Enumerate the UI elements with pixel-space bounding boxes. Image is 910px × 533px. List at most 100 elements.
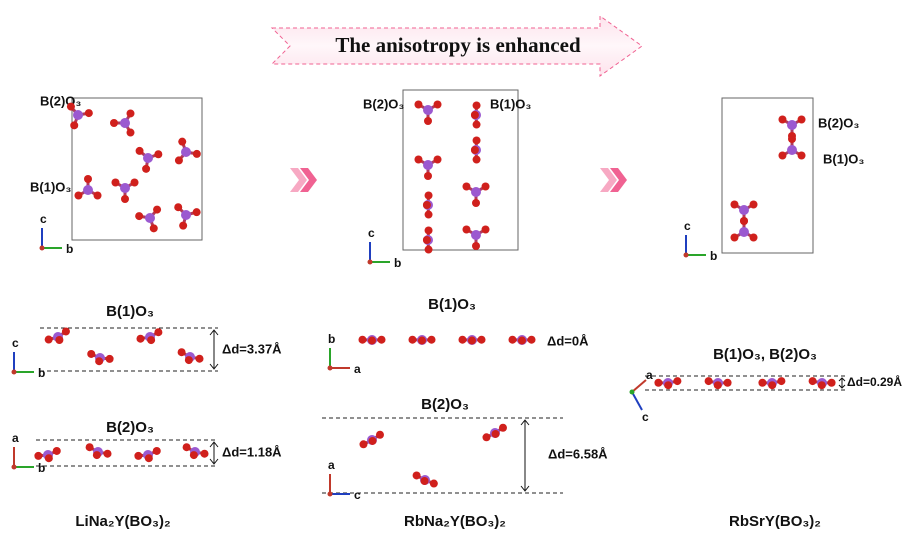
oxygen-atom [462, 182, 471, 191]
axis-label: b [38, 366, 45, 380]
oxygen-atom [126, 109, 135, 118]
axis-label: b [66, 242, 73, 256]
unit-cell [71, 97, 203, 241]
boron-atom [423, 105, 433, 115]
oxygen-atom [424, 172, 432, 180]
oxygen-atom [749, 200, 758, 209]
oxygen-atom [778, 115, 787, 124]
boron-atom [739, 227, 749, 237]
axis-arrow [631, 379, 647, 393]
oxygen-atom [424, 245, 433, 254]
oxygen-atom [424, 117, 432, 125]
oxygen-atom [368, 336, 376, 345]
layer-title: B(2)O₃ [421, 396, 469, 413]
oxygen-atom [84, 175, 92, 183]
boron-atom [471, 230, 481, 240]
oxygen-atom [178, 137, 187, 146]
oxygen-atom [147, 336, 156, 345]
oxygen-atom [174, 203, 183, 212]
boron-atom [787, 120, 797, 130]
layer-title: B(1)O₃, B(2)O₃ [713, 346, 817, 363]
oxygen-atom [375, 430, 384, 439]
oxygen-atom [192, 149, 201, 158]
axis-label: c [684, 219, 691, 233]
bo3-molecule [174, 137, 201, 165]
oxygen-atom [134, 451, 143, 460]
bo3-molecule [358, 335, 386, 345]
bo3-molecule [87, 349, 114, 366]
axis-triad: cb [367, 226, 401, 270]
bo3-molecule [470, 101, 481, 129]
banner-text: The anisotropy is enhanced [335, 33, 581, 57]
oxygen-atom [433, 100, 442, 109]
oxygen-atom [788, 135, 796, 143]
axis-label: c [354, 488, 361, 502]
oxygen-atom [154, 328, 163, 337]
bo3-molecule [412, 471, 438, 488]
compound-name: LiNa₂Y(BO₃)₂ [75, 513, 170, 530]
boron-atom [145, 213, 155, 223]
oxygen-atom [468, 336, 476, 345]
bo3-molecule [422, 191, 433, 219]
group-label: B(1)O₃ [823, 151, 864, 166]
bo3-molecule [110, 109, 135, 137]
oxygen-atom [152, 446, 161, 455]
oxygen-atom [177, 348, 186, 357]
oxygen-atom [200, 449, 209, 458]
axis-triad: cb [39, 212, 73, 256]
oxygen-atom [359, 440, 368, 449]
boron-atom [181, 210, 191, 220]
bo3-molecule [470, 136, 481, 164]
oxygen-atom [153, 205, 162, 214]
delta-label: Δd=0.29Å [847, 374, 902, 389]
oxygen-atom [723, 378, 732, 387]
oxygen-atom [149, 224, 158, 233]
oxygen-atom [422, 201, 431, 209]
oxygen-atom [477, 335, 486, 344]
bo3-molecule [422, 226, 433, 254]
bo3-molecule [177, 348, 204, 365]
bo3-molecule [654, 377, 682, 390]
oxygen-atom [61, 327, 70, 336]
unit-cell [721, 97, 814, 254]
oxygen-atom [778, 151, 787, 160]
oxygen-atom [87, 349, 96, 358]
oxygen-atom [768, 381, 777, 390]
bo3-molecule [408, 335, 436, 345]
oxygen-atom [130, 178, 139, 187]
oxygen-atom [749, 233, 758, 242]
oxygen-atom [179, 221, 188, 230]
oxygen-atom [412, 471, 421, 480]
bo3-molecule [462, 182, 490, 207]
oxygen-atom [740, 217, 748, 225]
axis-origin [629, 389, 635, 395]
axis-label: c [40, 212, 47, 226]
oxygen-atom [827, 378, 836, 387]
oxygen-atom [713, 381, 722, 390]
oxygen-atom [110, 119, 118, 127]
boron-atom [120, 118, 130, 128]
boron-atom [423, 160, 433, 170]
oxygen-atom [424, 226, 433, 235]
delta-label: Δd=1.18Å [222, 444, 282, 459]
oxygen-atom [95, 357, 104, 366]
bo3-molecule [704, 377, 732, 390]
bo3-molecule [182, 443, 209, 460]
axis-origin [327, 365, 333, 371]
oxygen-atom [481, 225, 490, 234]
oxygen-atom [44, 335, 53, 344]
axis-label: a [12, 431, 19, 445]
oxygen-atom [418, 336, 426, 345]
oxygen-atom [103, 449, 112, 458]
oxygen-atom [135, 146, 144, 155]
compound-name: RbSrY(BO₃)₂ [729, 513, 821, 530]
oxygen-atom [472, 242, 480, 250]
axis-label: b [328, 332, 335, 346]
oxygen-atom [664, 381, 673, 390]
boron-atom [143, 153, 153, 163]
oxygen-atom [84, 109, 93, 118]
layer-title: B(2)O₃ [106, 419, 154, 436]
bo3-molecule [414, 100, 442, 125]
